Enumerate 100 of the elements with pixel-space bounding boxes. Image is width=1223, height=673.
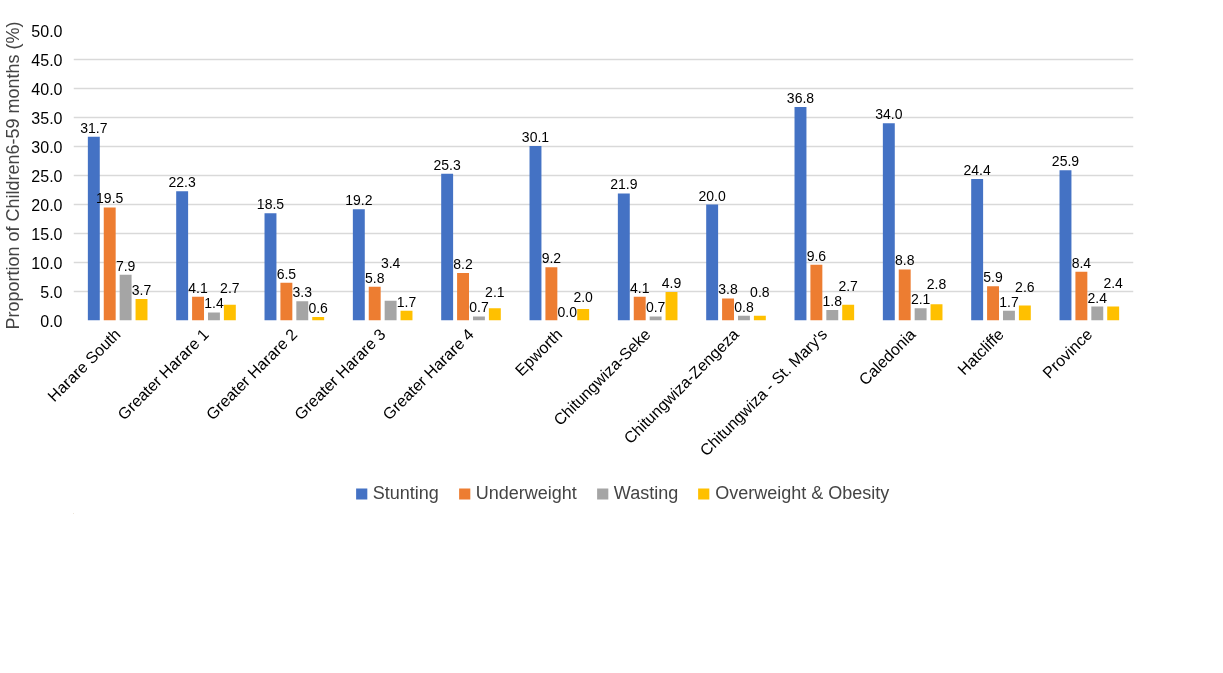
y-tick-label: 0.0	[40, 312, 63, 330]
bar	[882, 123, 895, 321]
data-label: 1.8	[822, 293, 843, 310]
data-label: 2.6	[1015, 278, 1035, 295]
legend-label: Stunting	[372, 482, 439, 504]
y-tick-label: 30.0	[31, 138, 63, 156]
bar	[842, 304, 855, 321]
bar	[1075, 271, 1088, 321]
data-label: 0.7	[645, 299, 666, 316]
y-tick-label: 15.0	[31, 225, 63, 243]
data-label: 2.1	[910, 291, 931, 308]
data-label: 2.8	[926, 276, 947, 293]
bar	[810, 264, 823, 321]
bar	[296, 301, 309, 321]
data-label: 4.9	[661, 275, 682, 292]
bar	[987, 286, 1000, 321]
data-label: 1.7	[396, 293, 417, 310]
y-tick-label: 5.0	[40, 283, 63, 301]
bar	[1107, 306, 1120, 321]
bar	[665, 292, 678, 321]
data-label: 31.7	[80, 119, 108, 136]
bar	[649, 316, 662, 321]
bar	[577, 308, 590, 321]
legend-label: Overweight & Obesity	[715, 482, 890, 504]
bar	[826, 310, 839, 321]
bar	[457, 272, 470, 321]
bar	[1091, 306, 1104, 321]
data-label: 2.4	[1103, 274, 1124, 291]
bar	[472, 316, 485, 321]
data-label: 9.2	[541, 250, 562, 267]
data-label: 2.4	[1087, 289, 1108, 306]
data-label: 8.8	[894, 252, 915, 269]
data-label: 0.6	[308, 300, 329, 317]
data-label: 25.3	[433, 156, 461, 173]
y-tick-label: 20.0	[31, 196, 63, 214]
bar	[441, 173, 454, 321]
data-label: 2.7	[838, 278, 859, 295]
y-tick-label: 35.0	[31, 109, 63, 127]
y-tick-label: 25.0	[31, 167, 63, 185]
bar	[914, 308, 927, 321]
data-label: 24.4	[963, 161, 991, 178]
data-label: 0.7	[469, 299, 489, 316]
data-label: 5.8	[364, 269, 385, 286]
bar	[617, 193, 630, 321]
bar	[384, 300, 397, 321]
data-label: 8.2	[453, 255, 473, 272]
bar	[135, 299, 148, 321]
data-label: 30.1	[521, 128, 550, 145]
data-label: 21.9	[610, 176, 638, 193]
bar	[192, 296, 205, 321]
bar	[280, 282, 293, 321]
data-label: 8.4	[1071, 254, 1092, 271]
data-label: 20.0	[698, 187, 726, 204]
data-label: 2.1	[485, 284, 505, 301]
bar	[352, 209, 365, 321]
bar	[1002, 310, 1015, 321]
bar	[898, 269, 911, 321]
data-label: 36.8	[786, 90, 815, 107]
data-label: 25.9	[1051, 153, 1080, 170]
bar	[529, 145, 542, 321]
data-label: 3.3	[292, 284, 313, 301]
data-label: 1.4	[204, 295, 224, 312]
bar	[368, 286, 381, 321]
data-label: 0.8	[750, 283, 770, 300]
data-label: 3.8	[718, 281, 738, 298]
bar	[223, 304, 236, 321]
data-label: 9.6	[806, 247, 827, 264]
bar	[722, 298, 735, 321]
bar	[794, 107, 807, 321]
data-label: 1.7	[999, 293, 1019, 310]
y-tick-label: 10.0	[31, 254, 63, 272]
y-tick-label: 50.0	[31, 22, 63, 40]
bar	[176, 191, 189, 321]
bar	[633, 296, 646, 321]
data-label: 6.5	[276, 265, 297, 282]
data-label: 19.2	[345, 192, 373, 209]
data-label: 2.0	[573, 288, 594, 305]
data-label: 5.9	[983, 269, 1003, 286]
y-axis-title: Proportion of Children6-59 months (%)	[3, 21, 24, 330]
data-label: 34.0	[875, 106, 903, 123]
bar	[1018, 305, 1031, 321]
bar	[207, 312, 220, 321]
bar	[930, 304, 943, 321]
bar	[488, 308, 501, 321]
bar	[1059, 170, 1072, 321]
bar	[706, 204, 719, 321]
legend-label: Wasting	[613, 482, 679, 504]
y-tick-label: 45.0	[31, 51, 63, 69]
data-label: 0.0	[557, 303, 578, 320]
bar	[119, 274, 132, 321]
data-label: 7.9	[115, 257, 136, 274]
data-label: 3.7	[131, 282, 152, 299]
data-label: 0.8	[734, 298, 754, 315]
data-label: 3.4	[380, 254, 401, 271]
data-label: 4.1	[629, 279, 650, 296]
bar	[545, 267, 558, 321]
data-label: 2.7	[220, 280, 240, 297]
y-tick-label: 40.0	[31, 80, 63, 98]
bar	[264, 213, 277, 321]
bar	[971, 178, 984, 321]
